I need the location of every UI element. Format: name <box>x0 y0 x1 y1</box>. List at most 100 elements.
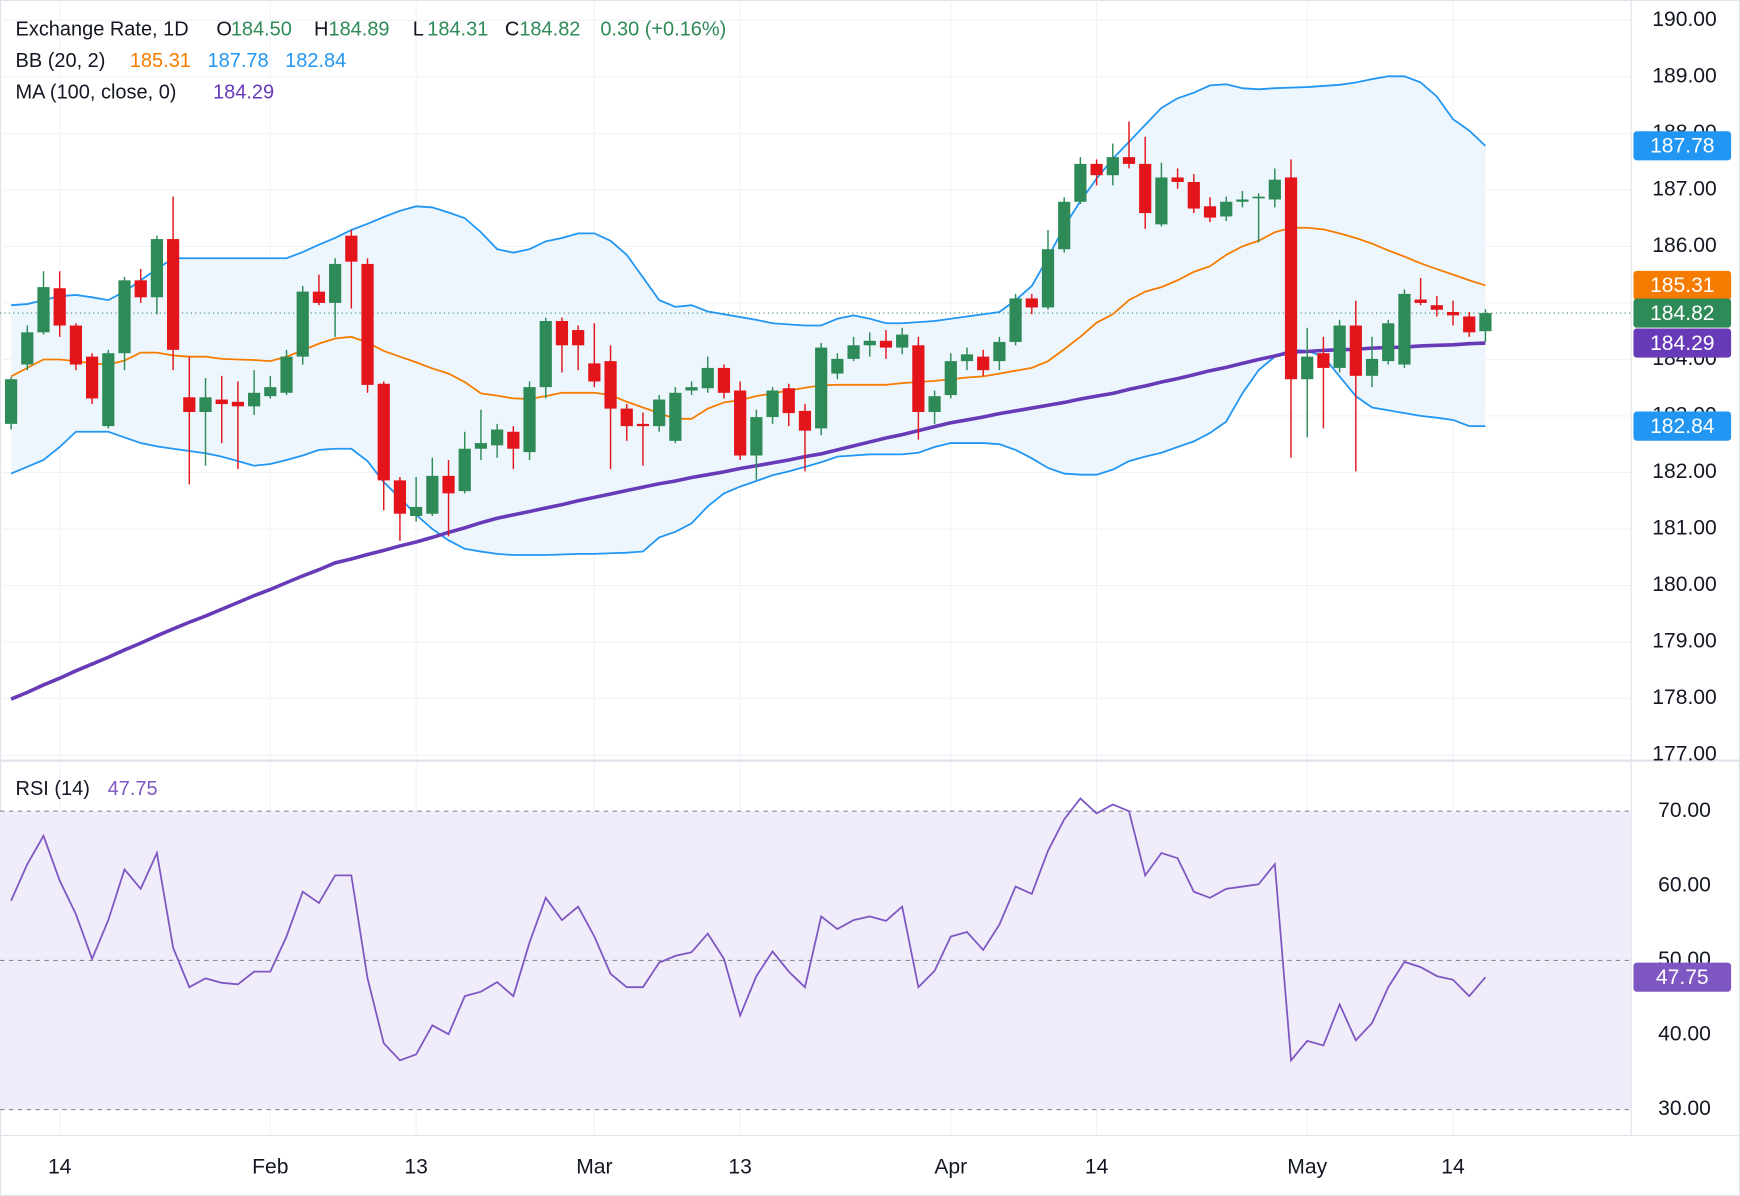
candle-body <box>377 383 390 481</box>
candle-body <box>685 387 698 391</box>
y-tick-label: 189.00 <box>1652 64 1716 87</box>
candle-body <box>960 354 974 362</box>
rsi-title: RSI (14) <box>16 778 90 800</box>
candle-body <box>118 280 131 354</box>
y-tick-label: 186.00 <box>1652 234 1716 257</box>
candle-body <box>1090 163 1103 176</box>
price-label-box <box>1633 411 1732 441</box>
price-label-box <box>1633 962 1732 992</box>
y-tick-label: 190.00 <box>1652 8 1716 31</box>
price-label: 47.75 <box>1656 966 1709 989</box>
candle-body <box>879 340 893 348</box>
candle-body <box>231 401 245 407</box>
candle-body <box>572 330 585 346</box>
candle-body <box>312 291 326 303</box>
candle-body <box>863 340 876 346</box>
x-tick-label: 13 <box>404 1155 427 1178</box>
indicator-value: 185.31 <box>130 50 191 72</box>
candle-body <box>636 423 650 427</box>
candle-body <box>345 235 358 262</box>
indicator-name: MA (100, close, 0) <box>16 81 177 103</box>
candle-body <box>588 363 601 382</box>
candle-body <box>669 392 682 441</box>
candle-body <box>507 431 520 449</box>
x-tick-label: 14 <box>1085 1155 1109 1178</box>
x-tick-label: Mar <box>576 1155 612 1178</box>
candle-body <box>944 361 957 396</box>
y-tick-label: 178.00 <box>1652 686 1716 709</box>
candle-body <box>134 280 147 298</box>
candle-body <box>1041 249 1055 308</box>
candle-body <box>296 291 309 357</box>
price-label: 184.29 <box>1650 332 1714 355</box>
change-label: 0.30 (+0.16%) <box>600 19 726 41</box>
candle-body <box>102 353 115 427</box>
candle-body <box>1463 316 1476 333</box>
candle-body <box>750 417 763 456</box>
candle-body <box>831 358 844 374</box>
candle-body <box>1074 163 1087 202</box>
y-tick-label: 177.00 <box>1652 743 1716 766</box>
candle-body <box>280 356 293 393</box>
candle-body <box>847 345 860 359</box>
candle-body <box>167 239 180 350</box>
candle-body <box>53 288 66 326</box>
ohlc-label: C <box>505 19 519 41</box>
candle-body <box>1365 358 1379 376</box>
candle-body <box>458 448 471 492</box>
y-tick-label: 187.00 <box>1652 177 1716 200</box>
x-tick-label: Feb <box>252 1155 288 1178</box>
candle-body <box>1058 201 1071 250</box>
candle-body <box>653 399 666 427</box>
ohlc-value: 184.50 <box>231 19 292 41</box>
candle-body <box>1317 353 1330 368</box>
candle-body <box>523 387 536 453</box>
candle-body <box>1479 313 1492 332</box>
candle-body <box>215 399 228 405</box>
price-label: 184.82 <box>1650 302 1714 325</box>
indicator-line <box>10 348 1486 556</box>
candle-body <box>766 390 779 418</box>
candle-body <box>912 345 925 412</box>
y-tick-label: 40.00 <box>1658 1023 1711 1046</box>
candle-body <box>1155 177 1168 225</box>
candle-body <box>264 387 277 397</box>
price-label-box <box>1633 328 1732 358</box>
candle-body <box>1284 177 1298 380</box>
y-tick-label: 30.00 <box>1658 1097 1711 1120</box>
indicator-line <box>10 341 1486 701</box>
candle-body <box>1349 325 1362 376</box>
y-tick-label: 179.00 <box>1652 630 1716 653</box>
candle-body <box>734 390 747 456</box>
candle-body <box>1414 299 1427 303</box>
candle-body <box>329 263 342 303</box>
ohlc-label: L <box>413 19 424 41</box>
candle-body <box>1122 157 1136 164</box>
price-label: 185.31 <box>1650 274 1714 297</box>
ohlc-value: 184.31 <box>427 19 488 41</box>
chart-title: Exchange Rate, 1D <box>16 19 189 41</box>
candle-body <box>1203 206 1217 218</box>
plot <box>0 75 1632 1063</box>
candle-body <box>199 397 212 412</box>
candle-body <box>86 356 99 399</box>
candle-body <box>1333 325 1346 368</box>
candle-body <box>782 388 795 414</box>
candle-body <box>620 408 633 427</box>
candle-body <box>1236 199 1249 202</box>
candle-body <box>410 506 423 516</box>
candle-body <box>604 361 617 409</box>
candle-body <box>248 392 261 407</box>
candle-body <box>555 321 569 346</box>
candle-body <box>1171 177 1184 182</box>
candle-body <box>717 367 731 393</box>
candle-body <box>928 396 941 412</box>
indicator-line <box>10 226 1486 420</box>
y-tick-label: 180.00 <box>1652 573 1716 596</box>
ohlc-label: H <box>314 19 328 41</box>
candle-body <box>1430 305 1443 310</box>
ohlc-label: O <box>216 19 232 41</box>
candle-body <box>1446 311 1460 316</box>
candle-body <box>442 475 455 494</box>
